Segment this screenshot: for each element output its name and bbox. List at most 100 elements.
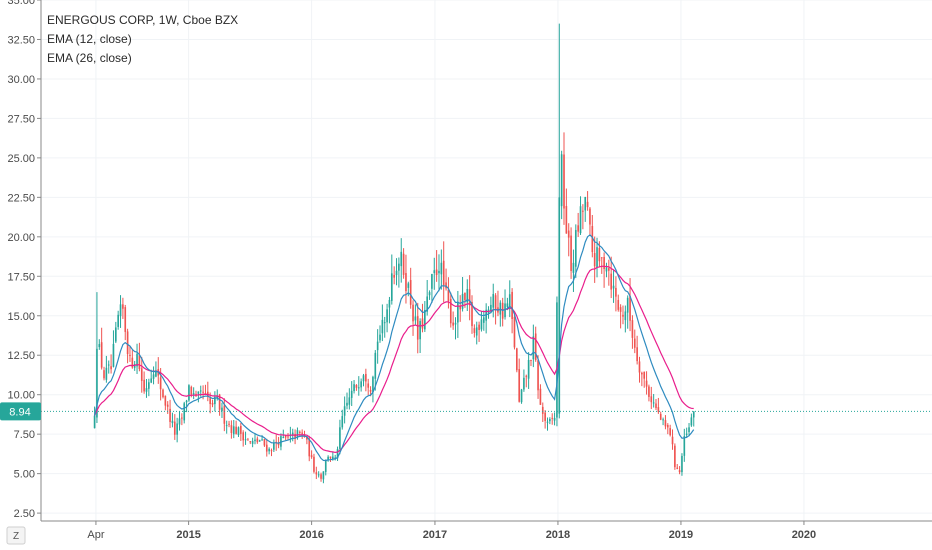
candle-body xyxy=(324,460,327,472)
scale-toggle-label[interactable]: Z xyxy=(13,531,19,542)
candle-body xyxy=(685,433,688,435)
candle-body xyxy=(454,322,457,325)
candle-body xyxy=(608,268,610,271)
candle-body xyxy=(249,441,252,443)
ema-12-path xyxy=(94,234,695,462)
candle-body xyxy=(690,417,693,426)
candle-body xyxy=(268,448,270,452)
x-tick-label: 2020 xyxy=(792,529,816,541)
candle-body xyxy=(334,457,337,459)
candle-body xyxy=(155,370,157,377)
y-tick-label: 5.00 xyxy=(14,469,35,481)
candle-body xyxy=(171,420,174,424)
candle-body xyxy=(96,348,98,418)
candle-body xyxy=(518,369,521,402)
candle-body xyxy=(258,440,261,442)
candle-body xyxy=(426,296,429,312)
y-tick-label: 22.50 xyxy=(7,192,35,204)
candle-body xyxy=(393,274,395,278)
candle-body xyxy=(666,425,669,428)
candle-body xyxy=(306,436,308,440)
candle-body xyxy=(176,423,178,435)
candle-body xyxy=(143,379,145,392)
candle-body xyxy=(652,402,655,404)
candle-body xyxy=(284,435,287,438)
candle-body xyxy=(513,316,516,348)
candle-body xyxy=(589,208,591,225)
candle-body xyxy=(692,411,695,418)
candle-body xyxy=(360,381,362,388)
candle-body xyxy=(181,417,183,419)
candle-body xyxy=(287,436,289,438)
candle-body xyxy=(265,444,268,452)
candle-body xyxy=(641,372,643,375)
legend-ema-12[interactable]: EMA (12, close) xyxy=(47,32,132,46)
candle-body xyxy=(431,274,433,289)
candle-body xyxy=(114,327,117,342)
candle-body xyxy=(494,295,497,310)
candle-body xyxy=(516,348,518,371)
candle-body xyxy=(407,283,410,288)
candle-body xyxy=(228,423,230,425)
candle-body xyxy=(124,307,127,332)
candle-body xyxy=(442,260,445,286)
candle-body xyxy=(310,455,313,458)
candle-body xyxy=(346,402,348,406)
y-tick-label: 27.50 xyxy=(7,113,35,125)
y-axis[interactable]: 2.50 5.00 7.50 10.00 12.50 15.00 17.50 20.00 22.… xyxy=(7,0,42,521)
candle-body xyxy=(598,248,601,262)
candle-body xyxy=(327,456,329,460)
candle-body xyxy=(593,253,596,267)
candle-body xyxy=(612,285,615,289)
candle-body xyxy=(197,391,200,394)
candle-body xyxy=(412,304,414,322)
legend-ema-26[interactable]: EMA (26, close) xyxy=(47,51,132,65)
y-tick-label: 25.00 xyxy=(7,153,35,165)
candle-body xyxy=(112,343,115,367)
candle-body xyxy=(567,230,570,238)
candle-body xyxy=(376,341,379,351)
scale-toggle-box[interactable] xyxy=(6,526,26,545)
candle-body xyxy=(367,383,370,388)
candle-body xyxy=(317,474,320,476)
candle-body xyxy=(421,318,424,329)
candle-body xyxy=(313,456,315,472)
candle-body xyxy=(508,294,511,308)
candle-body xyxy=(204,392,207,394)
candle-body xyxy=(298,431,301,434)
chart-grid xyxy=(41,0,932,521)
candle-body xyxy=(648,386,650,397)
candle-body xyxy=(202,391,204,393)
candle-body xyxy=(136,353,138,367)
candle-body xyxy=(329,456,332,459)
scale-toggle-button[interactable]: Z xyxy=(6,526,26,545)
candle-body xyxy=(490,304,492,311)
candle-body xyxy=(541,406,544,414)
x-axis[interactable]: Apr 2015 2016 2017 2018 2019 2020 xyxy=(41,520,932,541)
candle-body xyxy=(388,299,391,308)
candle-body xyxy=(169,408,171,422)
candle-body xyxy=(468,289,471,306)
candle-body xyxy=(237,427,240,435)
candle-body xyxy=(122,304,124,309)
ema-26-line xyxy=(94,265,694,454)
candle-body xyxy=(110,366,112,370)
candle-body xyxy=(362,375,365,382)
candle-body xyxy=(428,292,431,296)
candle-body xyxy=(558,197,561,414)
candle-body xyxy=(596,247,598,268)
candle-body xyxy=(459,305,462,310)
candle-body xyxy=(636,347,638,362)
x-tick-label: 2019 xyxy=(669,529,693,541)
candle-body xyxy=(506,303,509,307)
candle-body xyxy=(341,416,344,428)
candle-body xyxy=(232,426,235,435)
candle-body xyxy=(355,384,358,388)
candle-body xyxy=(402,253,405,275)
candlestick-series xyxy=(93,23,695,484)
candle-body xyxy=(244,439,247,441)
candle-body xyxy=(369,389,372,392)
candle-body xyxy=(390,273,393,301)
candle-body xyxy=(633,338,636,348)
